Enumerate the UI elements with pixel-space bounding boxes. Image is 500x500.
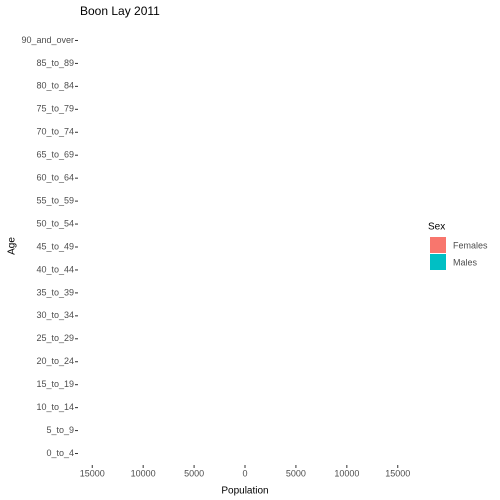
chart-title: Boon Lay 2011 xyxy=(80,4,160,18)
y-tick-label: 80_to_84 xyxy=(36,81,74,91)
y-tick-label: 85_to_89 xyxy=(36,58,74,68)
y-tick-label: 0_to_4 xyxy=(46,448,74,458)
y-tick-label: 55_to_59 xyxy=(36,195,74,205)
y-tick-label: 65_to_69 xyxy=(36,150,74,160)
x-tick-label: 0 xyxy=(242,468,247,478)
x-tick-label: 5000 xyxy=(286,468,306,478)
legend-key xyxy=(430,254,446,270)
y-tick-label: 10_to_14 xyxy=(36,402,74,412)
y-tick-label: 40_to_44 xyxy=(36,264,74,274)
y-tick-label: 75_to_79 xyxy=(36,104,74,114)
x-axis-label: Population xyxy=(221,486,268,497)
y-tick-label: 25_to_29 xyxy=(36,333,74,343)
y-tick-label: 50_to_54 xyxy=(36,218,74,228)
y-tick-label: 90_and_over xyxy=(21,35,74,45)
y-axis-label: Age xyxy=(7,237,18,255)
legend-label: Males xyxy=(453,257,478,267)
y-tick-label: 15_to_19 xyxy=(36,379,74,389)
y-tick-label: 20_to_24 xyxy=(36,356,74,366)
legend-title: Sex xyxy=(428,222,445,233)
legend-key xyxy=(430,237,446,253)
x-tick-label: 15000 xyxy=(385,468,410,478)
x-tick-label: 15000 xyxy=(80,468,105,478)
x-tick-label: 10000 xyxy=(334,468,359,478)
x-tick-label: 10000 xyxy=(131,468,156,478)
y-tick-label: 70_to_74 xyxy=(36,127,74,137)
y-tick-label: 5_to_9 xyxy=(46,425,74,435)
y-tick-label: 30_to_34 xyxy=(36,310,74,320)
x-tick-label: 5000 xyxy=(184,468,204,478)
legend-label: Females xyxy=(453,240,488,250)
y-tick-label: 45_to_49 xyxy=(36,241,74,251)
y-tick-label: 60_to_64 xyxy=(36,173,74,183)
y-tick-label: 35_to_39 xyxy=(36,287,74,297)
